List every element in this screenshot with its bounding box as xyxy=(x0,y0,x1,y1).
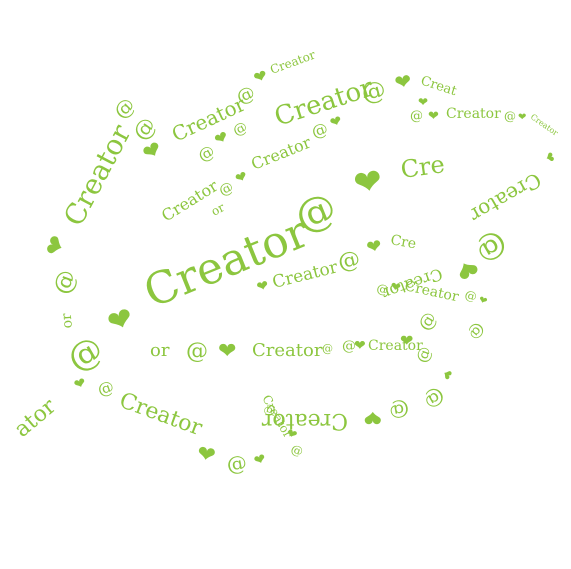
lower-loop-at-4: @ xyxy=(289,442,305,459)
right-edge-fragment: Creator xyxy=(529,112,560,137)
stem-heart: ❤ xyxy=(103,300,139,341)
top-edge-heart: ❤ xyxy=(393,68,414,95)
upper-vein-2-word: Creator xyxy=(158,176,221,225)
top-edge-heart-small: ❤ xyxy=(418,95,428,109)
right-edge-at-2: @ xyxy=(504,109,516,123)
left-edge-fragment: or xyxy=(59,312,76,329)
upper-vein-2-at-2: @ xyxy=(230,119,250,140)
lower-loop-heart-3: ❤ xyxy=(285,426,299,443)
bottom-lobe-heart-3: ❤ xyxy=(252,451,268,470)
middle-line-at-3: @ xyxy=(342,338,356,354)
bottom-lobe-heart: ❤ xyxy=(72,375,88,394)
lower-right-at-3: @ xyxy=(465,319,490,343)
lower-loop-at-3: @ xyxy=(262,403,276,419)
mid-right-fragment: Cre xyxy=(389,232,417,252)
left-edge-word: Creator xyxy=(57,119,138,232)
right-edge-heart-3: ❤ xyxy=(541,150,558,164)
middle-line-at-2: @ xyxy=(322,342,333,355)
bottom-lobe-heart-2: ❤ xyxy=(195,441,217,469)
left-edge-heart: ❤ xyxy=(39,232,72,260)
right-edge-heart: ❤ xyxy=(428,109,439,124)
upper-vein-2-at: @ xyxy=(195,141,218,165)
right-edge-heart-2: ❤ xyxy=(518,112,526,123)
right-edge-word: Creator xyxy=(446,106,501,122)
upper-vein-3-word: Creator xyxy=(248,133,313,174)
lower-right-at-4: @ xyxy=(414,308,441,334)
right-descend-word: Creator xyxy=(465,168,545,228)
bottom-lobe-at: @ xyxy=(95,376,117,399)
bottom-lobe-at-2: @ xyxy=(225,450,249,477)
mid-right-heart-2: ❤ xyxy=(365,235,384,259)
lower-loop-word: Creator xyxy=(261,408,348,433)
middle-line-heart-2: ❤ xyxy=(354,338,366,354)
middle-line-at: @ xyxy=(186,339,208,364)
middle-line-word: Creator xyxy=(252,340,323,361)
vein-fragment: Cre xyxy=(399,150,447,184)
upper-vein-3-at-2: @ xyxy=(309,118,331,141)
mid-right-at: @ xyxy=(335,246,362,276)
upper-vein-2-heart: ❤ xyxy=(211,126,232,149)
vein-heart: ❤ xyxy=(351,161,386,205)
bottom-lobe-word: Creator xyxy=(116,388,206,441)
middle-line-heart: ❤ xyxy=(218,339,236,364)
vein-word: Creator xyxy=(137,206,317,318)
upper-vein-1-fragment: Creator xyxy=(268,48,317,77)
lower-loop-at: @ xyxy=(420,384,449,415)
mid-right-heart: ❤ xyxy=(255,278,270,296)
lower-loop-heart-2: ❤ xyxy=(364,404,382,429)
right-descend-heart: ❤ xyxy=(450,250,484,287)
stem-fragment: ator xyxy=(10,394,61,443)
upper-vein-3-heart-2: ❤ xyxy=(328,113,344,132)
middle-line-fragment: or xyxy=(150,340,170,361)
stem-at: @ xyxy=(61,328,110,380)
lower-right-at: @ xyxy=(375,281,389,297)
lower-right-at-2: @ xyxy=(463,287,478,304)
upper-vein-3-at: @ xyxy=(216,179,236,200)
middle-line-heart-3: ❤ xyxy=(400,331,413,350)
left-edge-at: @ xyxy=(47,266,82,298)
middle-line-word-2: Creator xyxy=(368,338,423,354)
left-edge-at-top: @ xyxy=(109,92,140,123)
middle-line-at-4: @ xyxy=(412,344,435,366)
upper-vein-3-fragment: or xyxy=(209,200,227,219)
right-edge-at: @ xyxy=(410,109,423,124)
lower-loop-heart: ❤ xyxy=(438,367,455,383)
lower-right-heart-2: ❤ xyxy=(477,294,489,307)
upper-vein-1-heart-2: ❤ xyxy=(251,65,270,87)
lower-loop-at-2: @ xyxy=(387,397,411,424)
upper-vein-3-heart: ❤ xyxy=(233,168,250,187)
lower-right-heart: ❤ xyxy=(389,279,401,295)
